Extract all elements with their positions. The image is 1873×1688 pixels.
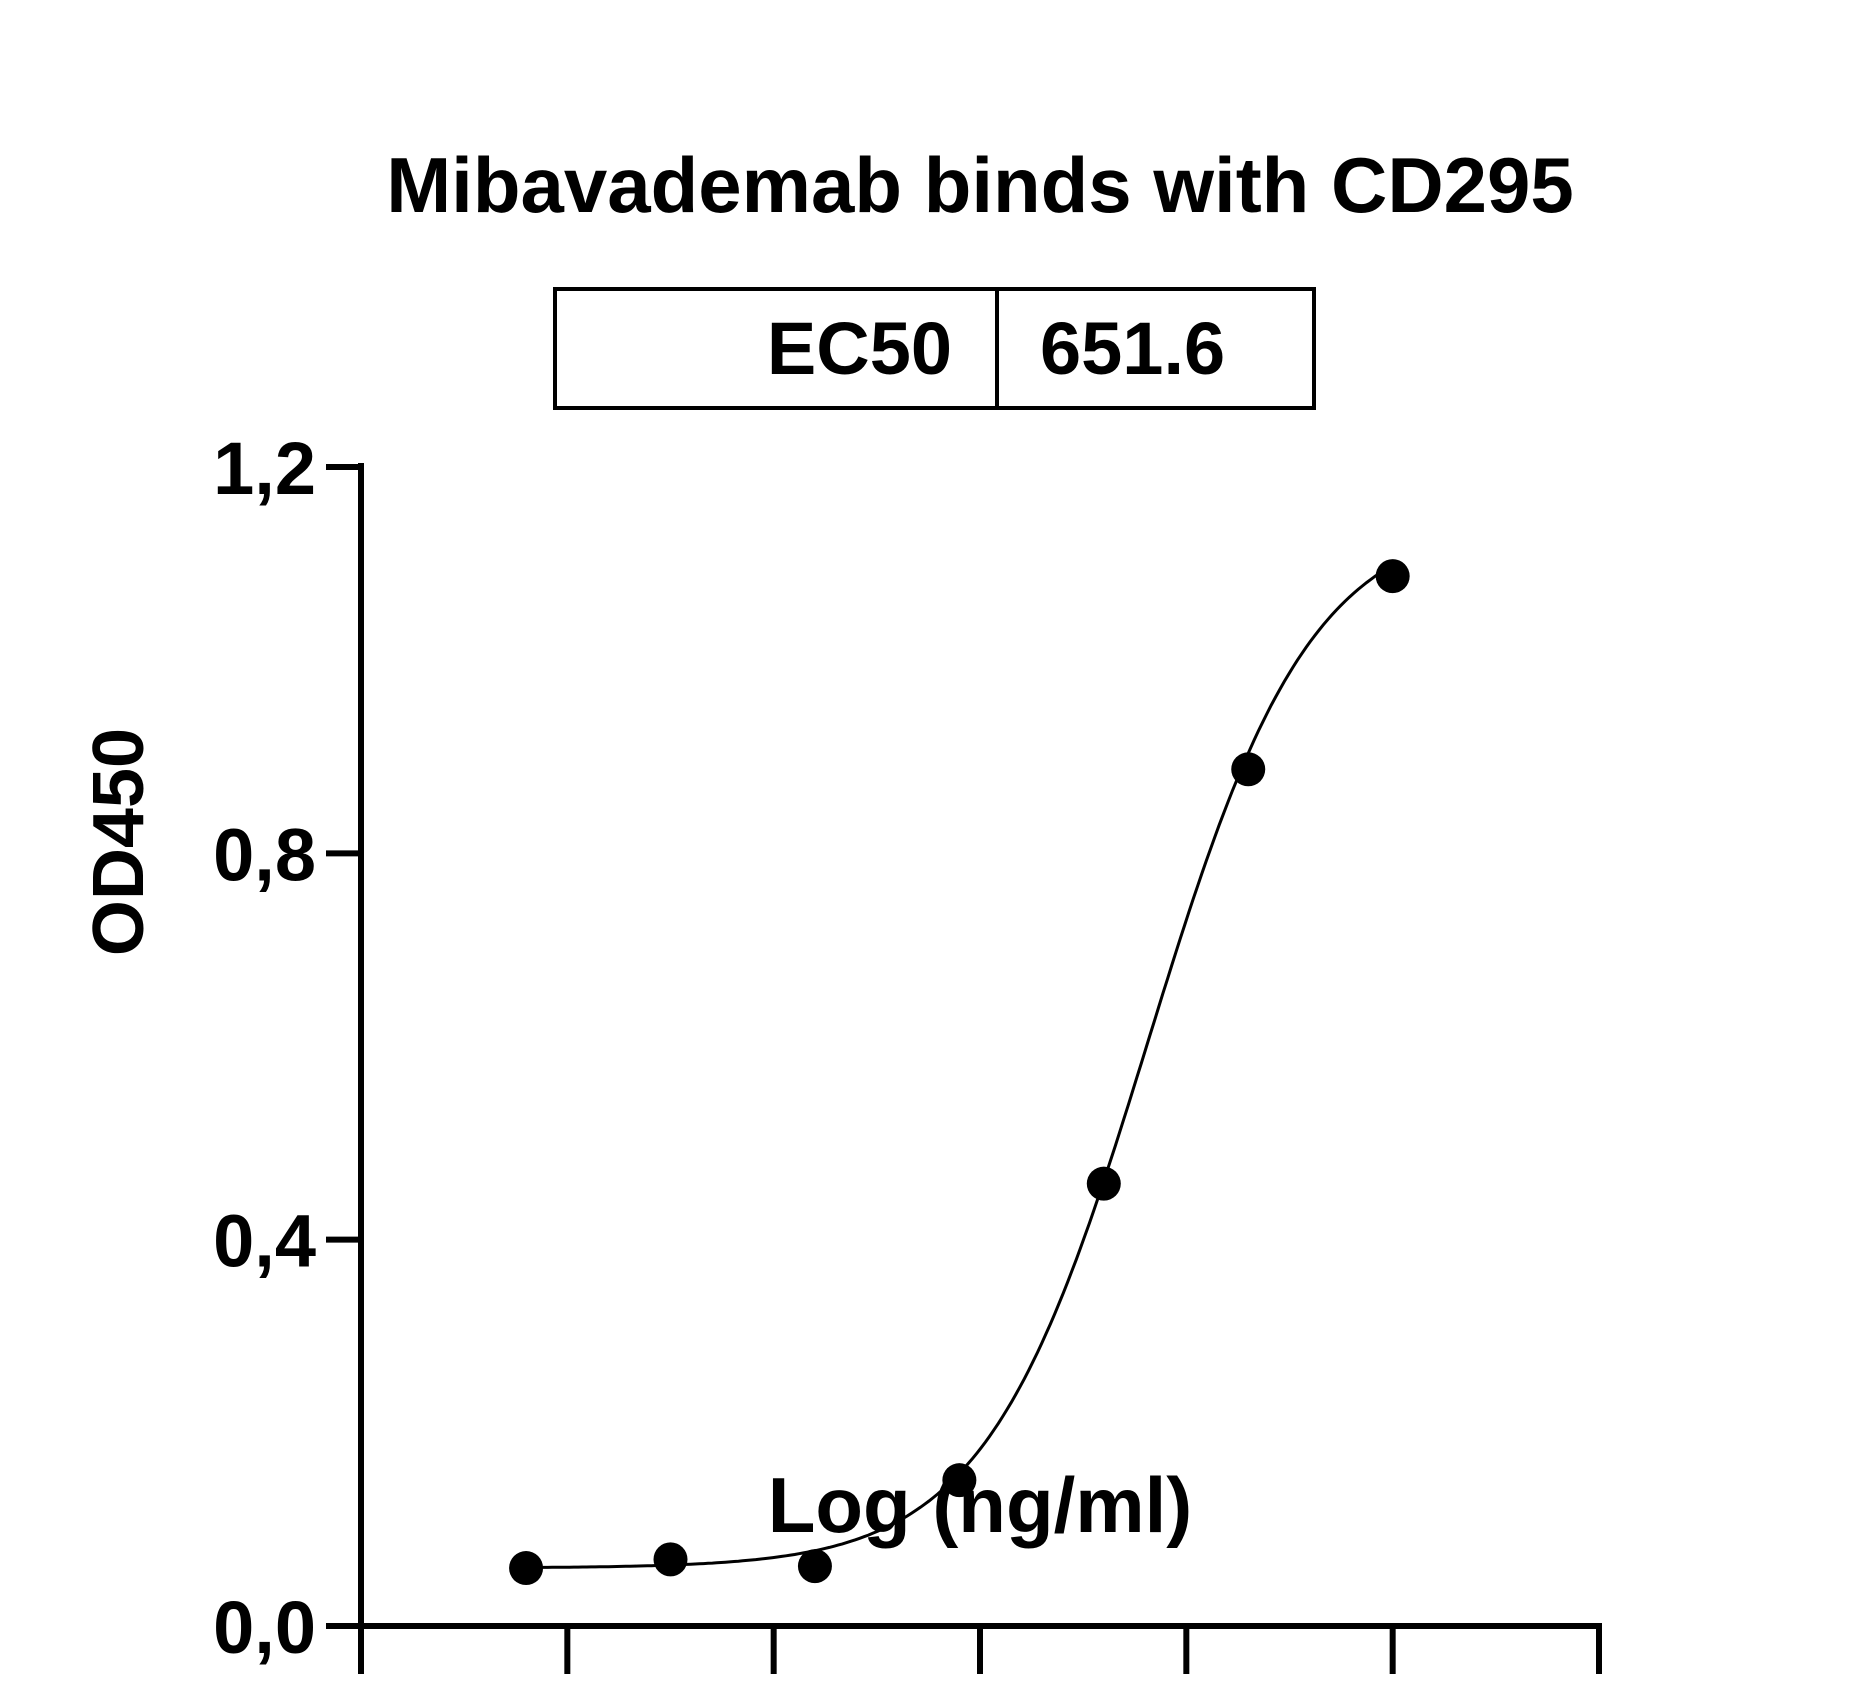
data-point	[1231, 752, 1266, 787]
axes	[326, 463, 1602, 1674]
y-axis-label: OD450	[79, 728, 159, 956]
x-tick-label: 1	[753, 1684, 794, 1688]
data-point	[1086, 1166, 1121, 1201]
data-point	[653, 1542, 688, 1577]
data-point	[942, 1463, 977, 1498]
x-axis-label: Log (ng/ml)	[768, 1461, 1193, 1549]
tick-labels: -1 0 1 2 3 4 5 0,0 0,4 0,8 1,2	[213, 427, 1619, 1688]
data-points	[509, 559, 1410, 1586]
x-tick-label: 5	[1578, 1684, 1619, 1688]
data-point	[797, 1549, 832, 1584]
y-tick-label: 0,4	[213, 1200, 316, 1283]
ec50-label: EC50	[767, 307, 952, 390]
chart-title: Mibavademab binds with CD295	[386, 141, 1574, 229]
x-tick-label: 2	[959, 1684, 1000, 1688]
y-tick-label: 1,2	[213, 427, 316, 510]
x-tick-label: 0	[547, 1684, 588, 1688]
x-tick-label: 4	[1372, 1684, 1413, 1688]
data-point	[1375, 559, 1410, 594]
x-tick-label: 3	[1166, 1684, 1207, 1688]
y-tick-label: 0,8	[213, 813, 316, 896]
fit-curve	[526, 563, 1394, 1569]
ec50-value: 651.6	[1040, 307, 1225, 390]
y-tick-label: 0,0	[213, 1586, 316, 1669]
ec50-table: EC50 651.6	[553, 287, 1316, 410]
x-tick-label: -1	[328, 1684, 394, 1688]
data-point	[509, 1551, 544, 1586]
ec50-table-border	[553, 287, 1316, 410]
